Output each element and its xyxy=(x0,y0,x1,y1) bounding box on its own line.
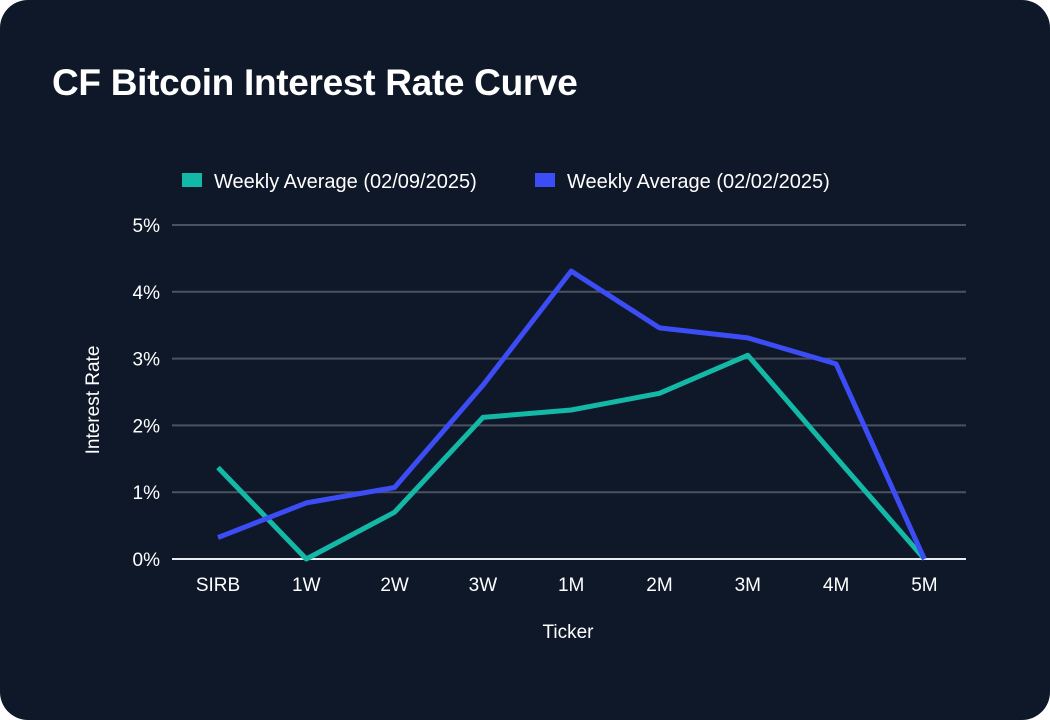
legend-item-1[interactable]: Weekly Average (02/09/2025) xyxy=(182,171,477,193)
y-tick-label: 4% xyxy=(133,283,161,304)
x-tick-label: 1M xyxy=(558,575,584,596)
x-tick-label: 3W xyxy=(469,575,498,596)
y-tick-label: 2% xyxy=(133,416,161,437)
y-axis-label: Interest Rate xyxy=(83,346,104,455)
series-layer xyxy=(216,268,927,562)
chart-title: CF Bitcoin Interest Rate Curve xyxy=(52,62,578,103)
y-tick-label: 5% xyxy=(133,216,161,237)
y-axis-ticks: 0% 1% 2% 3% 4% 5% xyxy=(133,216,161,571)
x-tick-label: 4M xyxy=(823,575,849,596)
series-line-2 xyxy=(217,268,927,561)
legend-swatch xyxy=(535,173,555,187)
y-tick-label: 0% xyxy=(133,550,161,571)
x-tick-label: 3M xyxy=(735,575,761,596)
x-tick-label: 2W xyxy=(380,575,409,596)
x-tick-label: SIRB xyxy=(196,575,240,596)
series-line-1 xyxy=(216,352,927,562)
x-tick-label: 5M xyxy=(911,575,937,596)
legend-label: Weekly Average (02/09/2025) xyxy=(214,171,477,193)
legend-swatch xyxy=(182,173,202,187)
y-tick-label: 3% xyxy=(133,350,161,371)
legend: Weekly Average (02/09/2025) Weekly Averag… xyxy=(182,171,830,193)
legend-label: Weekly Average (02/02/2025) xyxy=(567,171,830,193)
x-axis-label: Ticker xyxy=(542,622,594,643)
x-tick-label: 1W xyxy=(292,575,321,596)
legend-item-2[interactable]: Weekly Average (02/02/2025) xyxy=(535,171,830,193)
y-tick-label: 1% xyxy=(133,483,161,504)
x-axis-ticks: SIRB 1W 2W 3W 1M 2M 3M 4M 5M xyxy=(196,575,938,596)
x-tick-label: 2M xyxy=(646,575,672,596)
